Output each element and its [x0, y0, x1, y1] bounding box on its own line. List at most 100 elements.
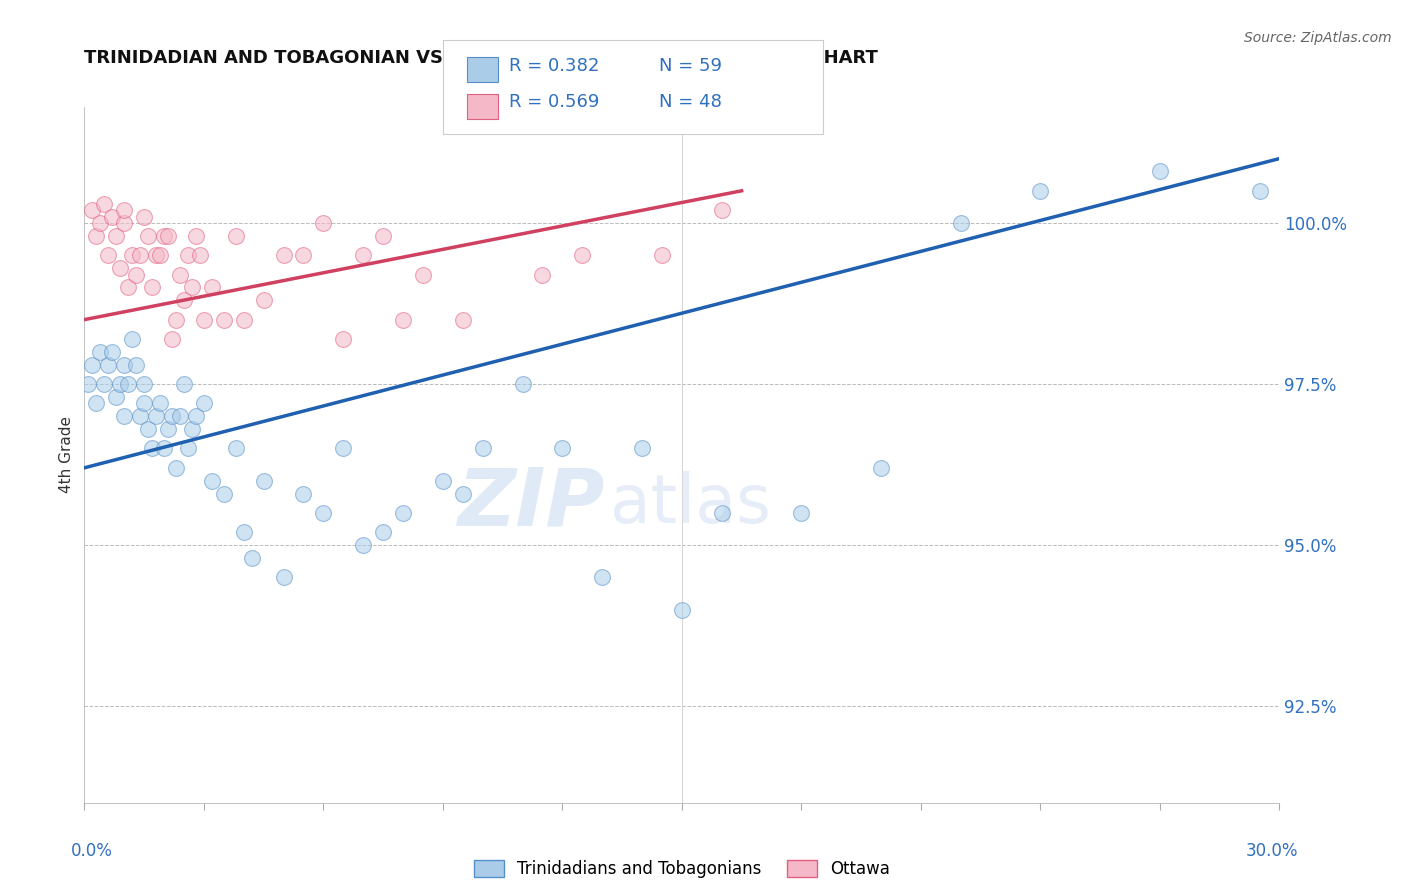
- Legend: Trinidadians and Tobagonians, Ottawa: Trinidadians and Tobagonians, Ottawa: [467, 854, 897, 885]
- Point: [551, 442, 574, 456]
- Point: [451, 486, 474, 500]
- Point: [225, 442, 247, 456]
- Point: [232, 525, 254, 540]
- Point: [129, 248, 152, 262]
- Point: [184, 228, 207, 243]
- Text: Source: ZipAtlas.com: Source: ZipAtlas.com: [1244, 31, 1392, 45]
- Point: [173, 377, 195, 392]
- Point: [332, 442, 354, 456]
- Point: [432, 474, 454, 488]
- Point: [212, 312, 235, 326]
- Point: [89, 216, 111, 230]
- Point: [112, 358, 135, 372]
- Point: [949, 216, 972, 230]
- Point: [112, 216, 135, 230]
- Point: [117, 377, 139, 392]
- Point: [671, 602, 693, 616]
- Point: [790, 506, 813, 520]
- Point: [153, 228, 176, 243]
- Point: [125, 358, 148, 372]
- Point: [531, 268, 554, 282]
- Point: [112, 203, 135, 218]
- Point: [110, 377, 132, 392]
- Point: [136, 422, 159, 436]
- Point: [157, 228, 180, 243]
- Point: [82, 358, 104, 372]
- Point: [82, 203, 104, 218]
- Point: [121, 332, 143, 346]
- Text: 30.0%: 30.0%: [1246, 842, 1299, 860]
- Point: [132, 396, 156, 410]
- Text: TRINIDADIAN AND TOBAGONIAN VS OTTAWA 4TH GRADE CORRELATION CHART: TRINIDADIAN AND TOBAGONIAN VS OTTAWA 4TH…: [84, 49, 879, 67]
- Point: [373, 525, 395, 540]
- Text: N = 59: N = 59: [659, 56, 723, 75]
- Point: [292, 248, 315, 262]
- Point: [141, 442, 163, 456]
- Y-axis label: 4th Grade: 4th Grade: [59, 417, 75, 493]
- Point: [129, 409, 152, 424]
- Point: [710, 203, 733, 218]
- Point: [373, 228, 395, 243]
- Point: [86, 396, 108, 410]
- Text: 0.0%: 0.0%: [70, 842, 112, 860]
- Point: [105, 390, 128, 404]
- Point: [392, 312, 415, 326]
- Point: [101, 344, 124, 359]
- Point: [710, 506, 733, 520]
- Point: [181, 280, 204, 294]
- Text: R = 0.382: R = 0.382: [509, 56, 599, 75]
- Point: [201, 280, 224, 294]
- Point: [105, 228, 128, 243]
- Point: [145, 409, 167, 424]
- Point: [136, 228, 159, 243]
- Point: [117, 280, 139, 294]
- Point: [225, 228, 247, 243]
- Point: [292, 486, 315, 500]
- Point: [89, 344, 111, 359]
- Point: [149, 396, 172, 410]
- Point: [631, 442, 654, 456]
- Point: [451, 312, 474, 326]
- Text: ZIP: ZIP: [457, 465, 605, 542]
- Point: [141, 280, 163, 294]
- Text: N = 48: N = 48: [659, 93, 723, 112]
- Point: [177, 442, 200, 456]
- Point: [132, 377, 156, 392]
- Point: [273, 248, 295, 262]
- Point: [97, 248, 120, 262]
- Point: [651, 248, 673, 262]
- Point: [352, 538, 374, 552]
- Point: [121, 248, 143, 262]
- Point: [232, 312, 254, 326]
- Text: atlas: atlas: [610, 471, 770, 537]
- Point: [870, 460, 893, 475]
- Point: [86, 228, 108, 243]
- Point: [169, 409, 191, 424]
- Point: [1249, 184, 1271, 198]
- Point: [145, 248, 167, 262]
- Point: [181, 422, 204, 436]
- Point: [1149, 164, 1171, 178]
- Text: R = 0.569: R = 0.569: [509, 93, 599, 112]
- Point: [253, 293, 276, 308]
- Point: [125, 268, 148, 282]
- Point: [184, 409, 207, 424]
- Point: [153, 442, 176, 456]
- Point: [149, 248, 172, 262]
- Point: [591, 570, 613, 584]
- Point: [157, 422, 180, 436]
- Point: [471, 442, 494, 456]
- Point: [112, 409, 135, 424]
- Point: [412, 268, 434, 282]
- Point: [93, 377, 115, 392]
- Point: [1029, 184, 1052, 198]
- Point: [77, 377, 100, 392]
- Point: [173, 293, 195, 308]
- Point: [193, 396, 215, 410]
- Point: [97, 358, 120, 372]
- Point: [93, 196, 115, 211]
- Point: [240, 551, 263, 566]
- Point: [193, 312, 215, 326]
- Point: [132, 210, 156, 224]
- Point: [165, 460, 187, 475]
